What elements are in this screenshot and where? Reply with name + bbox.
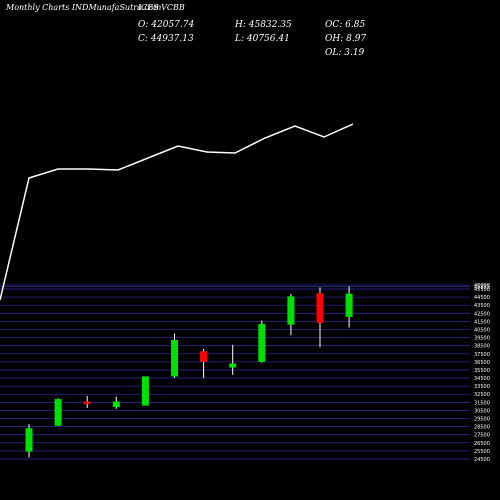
y-tick-label: 30500 [474,408,490,414]
candle-body [83,401,91,404]
indicator-line [0,123,354,301]
close-value: C: 44937.13 [138,34,194,44]
candle-body [112,401,120,408]
y-tick-label: 26500 [474,441,490,447]
y-tick-label: 29500 [474,417,490,423]
y-tick-label: 36500 [474,360,490,366]
candle-body [287,296,295,325]
symbol-label: ICES VCBB [138,3,185,12]
candle-body [25,428,33,452]
y-tick-label: 41500 [474,319,490,325]
y-tick-label: 46000 [474,283,490,289]
y-tick-label: 27500 [474,433,490,439]
y-tick-label: 35500 [474,368,490,374]
ol-value: OL: 3.19 [325,48,365,58]
y-tick-label: 37500 [474,352,490,358]
y-tick-label: 25500 [474,449,490,455]
y-tick-label: 43500 [474,303,490,309]
y-tick-label: 33500 [474,384,490,390]
y-tick-label: 45500 [474,287,490,293]
candle-body [54,399,62,426]
indicator-polyline [0,123,354,301]
y-tick-label: 32500 [474,392,490,398]
candle-body [229,363,237,368]
y-tick-label: 45833 [474,284,490,290]
y-tick-label: 42500 [474,311,490,317]
oc-value: OC: 6.85 [325,20,366,30]
y-tick-label: 40500 [474,328,490,334]
high-value: H: 45832.35 [235,20,292,30]
y-tick-label: 31500 [474,400,490,406]
candle-body [141,376,149,406]
low-value: L: 40756.41 [235,34,290,44]
y-tick-label: 28500 [474,425,490,431]
candle-body [345,293,353,317]
candle-body [316,293,324,324]
candle-body [171,340,178,377]
candle-body [200,351,208,362]
candles [25,286,353,458]
y-tick-label: 38500 [474,344,490,350]
open-value: O: 42057.74 [138,20,195,30]
y-tick-label: 24500 [474,457,490,463]
y-tick-label: 39500 [474,336,490,342]
y-tick-label: 44500 [474,295,490,301]
candle-body [258,323,266,362]
oh-value: OH: 8.97 [325,34,367,44]
grid-lines [0,284,470,460]
watermark-text: Monthly Charts INDMunafaSutra.com [6,3,162,12]
y-tick-label: 34500 [474,376,490,382]
